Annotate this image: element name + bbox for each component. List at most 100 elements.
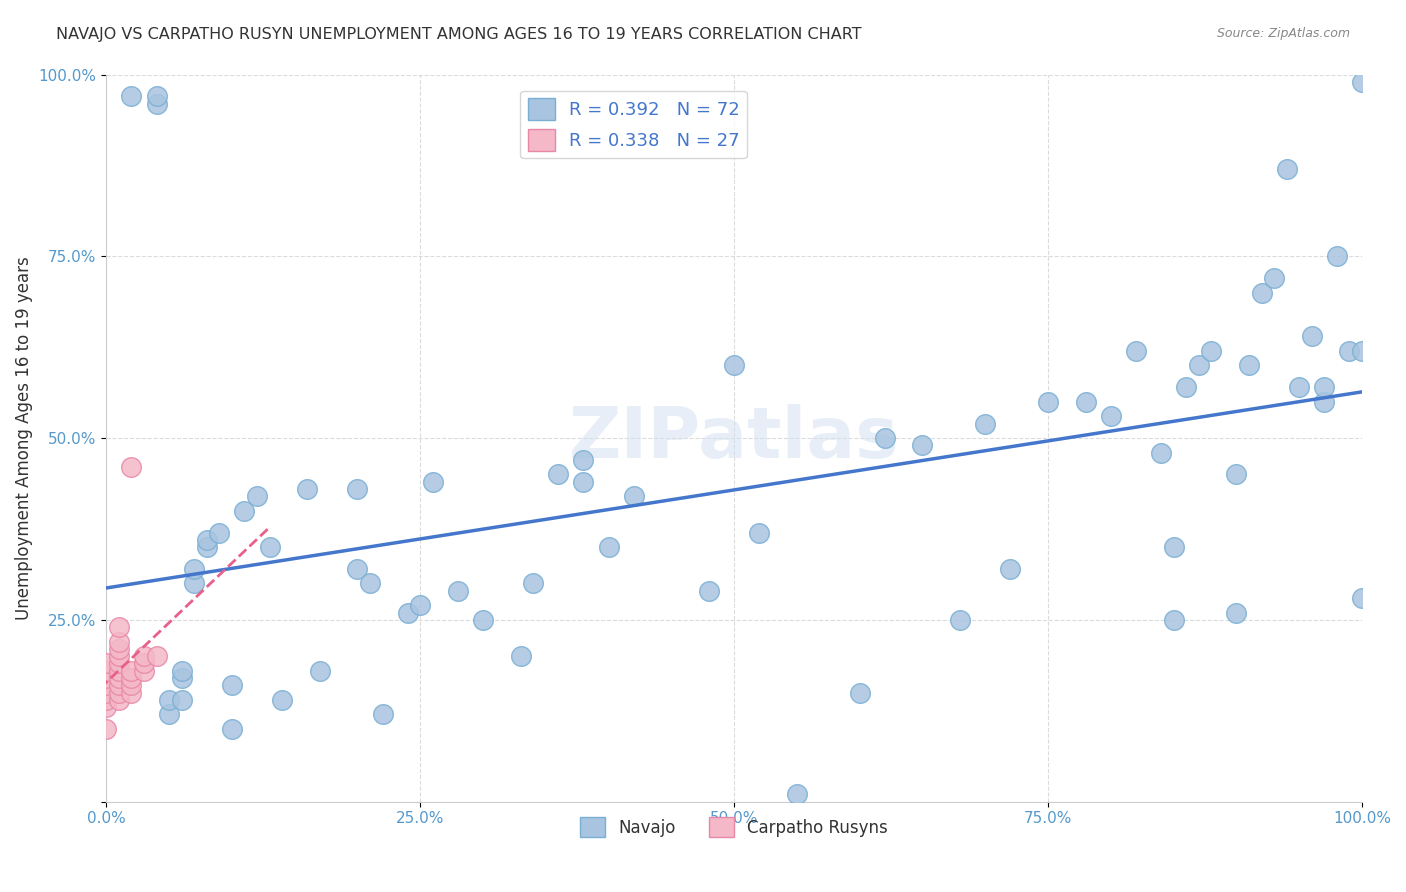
Point bbox=[1074, 394, 1097, 409]
Point bbox=[1175, 380, 1198, 394]
Point bbox=[96, 664, 118, 678]
Point bbox=[949, 613, 972, 627]
Point bbox=[145, 89, 167, 103]
Point bbox=[96, 722, 118, 736]
Point bbox=[1163, 613, 1185, 627]
Point bbox=[108, 685, 131, 699]
Point bbox=[1237, 359, 1260, 373]
Point bbox=[1163, 540, 1185, 554]
Point bbox=[1351, 591, 1374, 605]
Point bbox=[422, 475, 444, 489]
Point bbox=[723, 359, 745, 373]
Point bbox=[108, 657, 131, 671]
Point bbox=[1225, 467, 1247, 482]
Point bbox=[1150, 445, 1173, 459]
Point bbox=[132, 649, 155, 664]
Point bbox=[183, 562, 205, 576]
Text: ZIPatlas: ZIPatlas bbox=[569, 403, 900, 473]
Point bbox=[170, 664, 193, 678]
Point bbox=[170, 671, 193, 685]
Point bbox=[120, 671, 142, 685]
Point bbox=[120, 664, 142, 678]
Point bbox=[132, 664, 155, 678]
Point bbox=[522, 576, 544, 591]
Point bbox=[1225, 606, 1247, 620]
Point bbox=[96, 685, 118, 699]
Point bbox=[1288, 380, 1310, 394]
Point bbox=[623, 489, 645, 503]
Point bbox=[308, 664, 330, 678]
Point bbox=[96, 657, 118, 671]
Point bbox=[1275, 162, 1298, 177]
Point bbox=[170, 693, 193, 707]
Point bbox=[697, 583, 720, 598]
Point bbox=[509, 649, 531, 664]
Point bbox=[409, 599, 432, 613]
Point bbox=[221, 678, 243, 692]
Point bbox=[157, 707, 180, 722]
Point bbox=[1125, 343, 1147, 358]
Point bbox=[786, 787, 808, 801]
Point bbox=[145, 649, 167, 664]
Point bbox=[1000, 562, 1022, 576]
Point bbox=[108, 664, 131, 678]
Point bbox=[1263, 271, 1285, 285]
Point bbox=[346, 562, 368, 576]
Point bbox=[371, 707, 394, 722]
Point bbox=[1036, 394, 1059, 409]
Point bbox=[1313, 380, 1336, 394]
Point bbox=[1301, 329, 1323, 343]
Point bbox=[346, 482, 368, 496]
Point bbox=[195, 533, 218, 547]
Point bbox=[911, 438, 934, 452]
Point bbox=[359, 576, 381, 591]
Point bbox=[572, 475, 595, 489]
Point bbox=[396, 606, 419, 620]
Point bbox=[447, 583, 470, 598]
Point bbox=[96, 693, 118, 707]
Point bbox=[1250, 285, 1272, 300]
Point bbox=[748, 525, 770, 540]
Point bbox=[1188, 359, 1211, 373]
Point bbox=[974, 417, 997, 431]
Point bbox=[1313, 394, 1336, 409]
Point bbox=[848, 685, 870, 699]
Point bbox=[96, 671, 118, 685]
Point bbox=[547, 467, 569, 482]
Point bbox=[246, 489, 269, 503]
Text: NAVAJO VS CARPATHO RUSYN UNEMPLOYMENT AMONG AGES 16 TO 19 YEARS CORRELATION CHAR: NAVAJO VS CARPATHO RUSYN UNEMPLOYMENT AM… bbox=[56, 27, 862, 42]
Point bbox=[120, 89, 142, 103]
Point bbox=[1099, 409, 1122, 424]
Point bbox=[1326, 249, 1348, 263]
Point bbox=[1351, 343, 1374, 358]
Point bbox=[1351, 75, 1374, 89]
Point bbox=[233, 504, 256, 518]
Point bbox=[295, 482, 318, 496]
Y-axis label: Unemployment Among Ages 16 to 19 years: Unemployment Among Ages 16 to 19 years bbox=[15, 256, 32, 620]
Text: Source: ZipAtlas.com: Source: ZipAtlas.com bbox=[1216, 27, 1350, 40]
Point bbox=[472, 613, 495, 627]
Point bbox=[157, 693, 180, 707]
Point bbox=[145, 96, 167, 111]
Point bbox=[108, 649, 131, 664]
Point bbox=[1201, 343, 1223, 358]
Point bbox=[108, 634, 131, 648]
Point bbox=[108, 641, 131, 656]
Point bbox=[208, 525, 231, 540]
Point bbox=[183, 576, 205, 591]
Point bbox=[108, 678, 131, 692]
Point bbox=[120, 460, 142, 475]
Point bbox=[259, 540, 281, 554]
Point bbox=[96, 678, 118, 692]
Point bbox=[572, 453, 595, 467]
Legend: Navajo, Carpatho Rusyns: Navajo, Carpatho Rusyns bbox=[574, 811, 894, 844]
Point bbox=[120, 685, 142, 699]
Point bbox=[108, 620, 131, 634]
Point bbox=[598, 540, 620, 554]
Point bbox=[96, 700, 118, 714]
Point bbox=[108, 693, 131, 707]
Point bbox=[873, 431, 896, 445]
Point bbox=[108, 671, 131, 685]
Point bbox=[271, 693, 294, 707]
Point bbox=[221, 722, 243, 736]
